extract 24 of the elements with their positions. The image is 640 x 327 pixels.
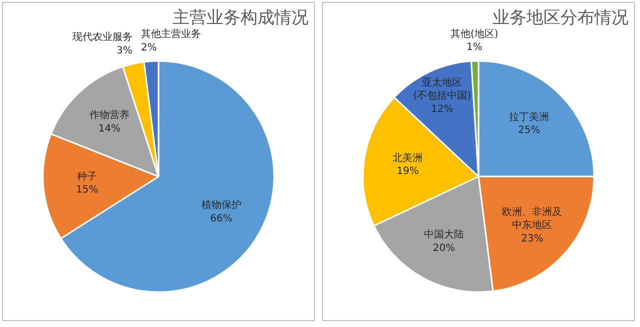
data-label: 20% bbox=[432, 242, 456, 254]
data-label: 25% bbox=[518, 124, 540, 136]
data-label: 3% bbox=[116, 45, 132, 56]
data-label: 12% bbox=[430, 104, 454, 115]
data-label: 2% bbox=[141, 42, 157, 54]
slice-label: 现代农业服务 bbox=[72, 31, 132, 44]
data-label: 1% bbox=[466, 42, 482, 54]
chart-title: 主营业务构成情况 bbox=[172, 8, 309, 28]
slice-label: 中国大陆 bbox=[424, 228, 464, 241]
slice-label: 拉丁美洲 bbox=[509, 110, 550, 123]
data-label: 66% bbox=[210, 213, 232, 224]
slice-label: 其他主营业务 bbox=[141, 28, 202, 40]
data-label: 14% bbox=[98, 123, 121, 134]
chart-title: 业务地区分布情况 bbox=[492, 8, 629, 28]
slice-label: 作物营养 bbox=[88, 109, 130, 122]
data-label: 15% bbox=[76, 184, 98, 196]
slice-label: 欧洲、非洲及中东地区 bbox=[502, 206, 562, 232]
slice-label: 亚太地区(不包括中国) bbox=[413, 76, 472, 102]
slice-label: 种子 bbox=[77, 170, 98, 182]
slice-label: 植物保护 bbox=[201, 199, 242, 212]
slice-label: 其他(地区) bbox=[450, 28, 498, 40]
slice-label: 北美洲 bbox=[392, 152, 423, 164]
data-label: 23% bbox=[521, 233, 544, 244]
data-label: 19% bbox=[396, 166, 419, 177]
